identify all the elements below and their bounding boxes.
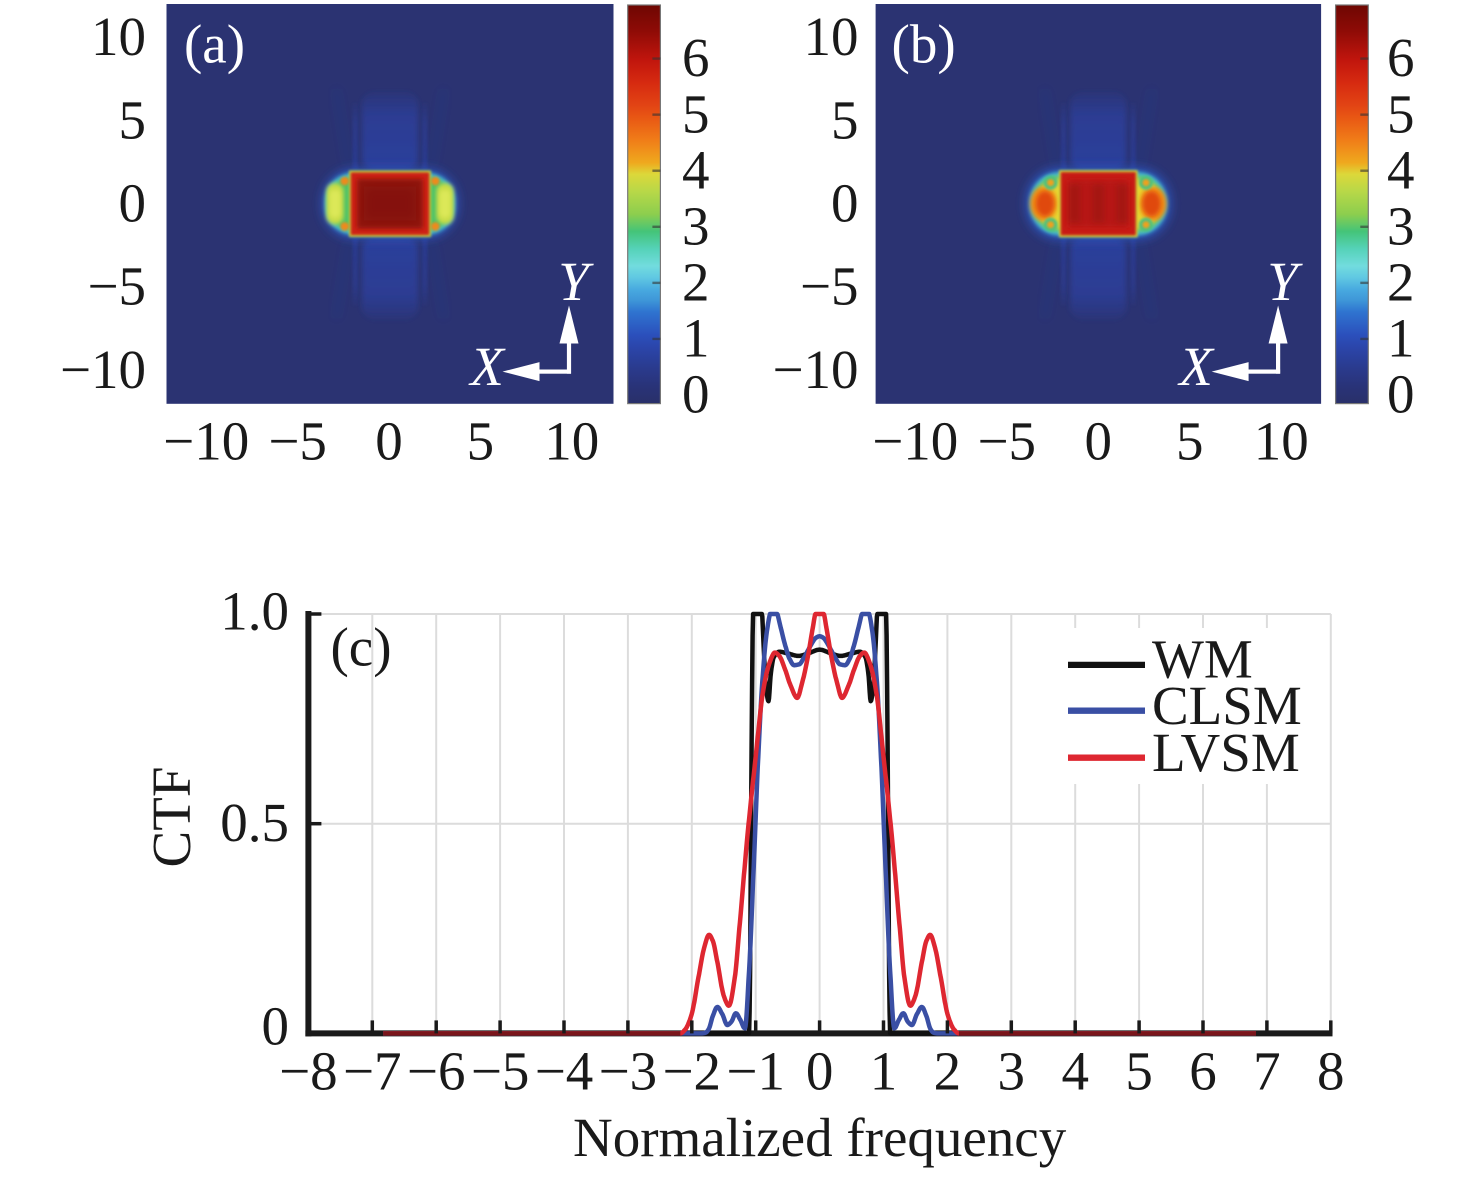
svg-text:4: 4 [1387,139,1415,200]
svg-text:X: X [1177,336,1215,397]
svg-text:6: 6 [682,27,710,88]
svg-text:6: 6 [1387,27,1415,88]
svg-text:3: 3 [998,1041,1026,1102]
svg-text:4: 4 [682,139,710,200]
svg-text:1: 1 [870,1041,898,1102]
svg-text:0: 0 [262,995,290,1056]
svg-text:0: 0 [119,173,147,234]
svg-text:−4: −4 [535,1041,594,1102]
svg-text:−10: −10 [772,339,858,400]
svg-text:2: 2 [682,251,710,312]
svg-text:5: 5 [682,83,710,144]
svg-text:0: 0 [682,364,710,425]
svg-text:0: 0 [806,1041,834,1102]
svg-text:−5: −5 [800,256,859,317]
svg-text:−5: −5 [978,411,1037,472]
svg-text:−1: −1 [726,1041,785,1102]
svg-text:−8: −8 [279,1041,338,1102]
svg-text:−6: −6 [407,1041,466,1102]
svg-text:3: 3 [1387,195,1415,256]
svg-text:−10: −10 [872,411,958,472]
svg-text:1: 1 [682,308,710,369]
svg-text:8: 8 [1317,1041,1345,1102]
svg-text:10: 10 [804,6,859,67]
svg-text:3: 3 [682,195,710,256]
svg-text:1.0: 1.0 [220,580,289,641]
svg-text:−2: −2 [663,1041,722,1102]
svg-text:5: 5 [119,89,147,150]
svg-text:−3: −3 [599,1041,658,1102]
svg-text:CLSM: CLSM [1152,675,1302,736]
svg-text:(a): (a) [184,13,245,74]
svg-text:−5: −5 [471,1041,530,1102]
svg-text:−10: −10 [60,339,146,400]
svg-text:10: 10 [544,411,599,472]
svg-text:WM: WM [1152,629,1253,690]
svg-text:2: 2 [1387,251,1415,312]
svg-text:5: 5 [1176,411,1204,472]
svg-text:5: 5 [831,89,859,150]
svg-text:LVSM: LVSM [1152,722,1300,783]
svg-text:0.5: 0.5 [220,792,289,853]
svg-text:2: 2 [934,1041,962,1102]
svg-text:4: 4 [1061,1041,1089,1102]
svg-text:5: 5 [1387,83,1415,144]
svg-text:−5: −5 [87,256,146,317]
svg-text:−5: −5 [268,411,327,472]
svg-text:5: 5 [467,411,495,472]
svg-text:5: 5 [1125,1041,1153,1102]
svg-text:0: 0 [375,411,403,472]
svg-text:0: 0 [1085,411,1113,472]
svg-text:1: 1 [1387,308,1415,369]
svg-text:CTF: CTF [141,767,202,868]
svg-text:−10: −10 [163,411,249,472]
svg-text:(c): (c) [330,617,391,678]
svg-text:10: 10 [1254,411,1309,472]
svg-text:0: 0 [831,173,859,234]
svg-text:7: 7 [1253,1041,1281,1102]
svg-text:6: 6 [1189,1041,1217,1102]
svg-text:0: 0 [1387,364,1415,425]
svg-text:10: 10 [91,6,146,67]
svg-text:(b): (b) [892,14,956,75]
svg-text:Y: Y [1267,251,1303,312]
svg-text:−7: −7 [343,1041,402,1102]
svg-text:X: X [468,336,506,397]
svg-text:Normalized frequency: Normalized frequency [573,1107,1067,1168]
svg-text:Y: Y [558,251,594,312]
